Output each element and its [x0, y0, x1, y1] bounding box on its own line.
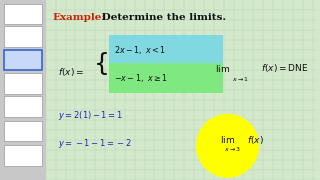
Text: $f(x) = \mathrm{DNE}$: $f(x) = \mathrm{DNE}$ [261, 62, 308, 74]
Bar [4, 26, 42, 47]
Text: $-x - 1,\ x \geq 1$: $-x - 1,\ x \geq 1$ [114, 72, 168, 84]
Text: $x \to 3$: $x \to 3$ [224, 145, 241, 153]
Text: $x \to 1$: $x \to 1$ [232, 75, 249, 83]
Text: $2x - 1,\ x < 1$: $2x - 1,\ x < 1$ [114, 44, 166, 56]
FancyBboxPatch shape [109, 63, 223, 93]
Text: $f(x)$: $f(x)$ [247, 134, 264, 145]
Bar [4, 121, 42, 141]
Text: Determine the limits.: Determine the limits. [98, 13, 226, 22]
Text: $\lim$: $\lim$ [220, 134, 235, 145]
Bar [4, 96, 42, 117]
Text: $\lim$: $\lim$ [215, 63, 230, 74]
Text: $f(x) =$: $f(x) =$ [59, 66, 84, 78]
Bar [4, 73, 42, 94]
Text: $y = -1 - 1 = -2$: $y = -1 - 1 = -2$ [59, 138, 132, 150]
Bar [0, 0, 46, 180]
FancyBboxPatch shape [109, 35, 223, 65]
Bar [4, 145, 42, 166]
Ellipse shape [196, 114, 259, 178]
Bar [4, 4, 42, 24]
Text: $\{$: $\{$ [93, 50, 108, 77]
Bar [4, 50, 42, 70]
Text: Example:: Example: [52, 13, 105, 22]
Text: $y = 2(1) - 1 = 1$: $y = 2(1) - 1 = 1$ [59, 109, 124, 122]
